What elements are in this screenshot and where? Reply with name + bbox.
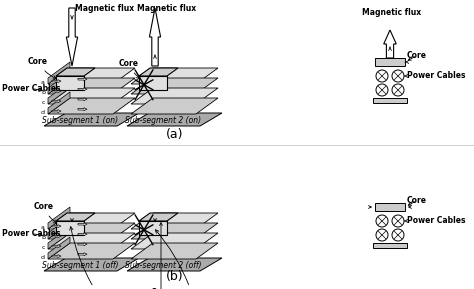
- Polygon shape: [48, 68, 135, 84]
- Polygon shape: [131, 78, 218, 94]
- Polygon shape: [131, 233, 218, 249]
- Polygon shape: [48, 233, 135, 249]
- Polygon shape: [78, 223, 87, 226]
- Polygon shape: [131, 213, 218, 229]
- Text: Magnetic flux: Magnetic flux: [75, 4, 134, 13]
- Polygon shape: [44, 113, 139, 126]
- Polygon shape: [66, 8, 78, 66]
- Polygon shape: [56, 76, 84, 90]
- Polygon shape: [48, 237, 70, 259]
- Polygon shape: [52, 235, 61, 238]
- Text: Sub-segment 1 (on): Sub-segment 1 (on): [43, 116, 118, 125]
- Polygon shape: [44, 258, 139, 271]
- Polygon shape: [48, 82, 70, 104]
- Text: c: c: [42, 100, 45, 105]
- Polygon shape: [56, 221, 84, 235]
- Text: d: d: [41, 110, 45, 115]
- Polygon shape: [48, 98, 135, 114]
- Circle shape: [392, 215, 404, 227]
- Polygon shape: [52, 90, 61, 92]
- Polygon shape: [48, 243, 135, 259]
- Text: Core: Core: [407, 51, 427, 60]
- Polygon shape: [78, 78, 87, 81]
- Polygon shape: [52, 255, 61, 257]
- Polygon shape: [52, 100, 61, 103]
- Text: Core: Core: [119, 59, 140, 78]
- Polygon shape: [131, 243, 218, 259]
- Polygon shape: [139, 213, 178, 221]
- Circle shape: [376, 215, 388, 227]
- Polygon shape: [48, 78, 135, 94]
- Polygon shape: [131, 223, 218, 239]
- Circle shape: [376, 84, 388, 96]
- Polygon shape: [52, 80, 61, 82]
- Polygon shape: [48, 62, 70, 84]
- Polygon shape: [48, 213, 135, 229]
- Bar: [375, 58, 405, 66]
- Text: b: b: [41, 235, 45, 240]
- Text: Magnetic flux: Magnetic flux: [363, 8, 421, 17]
- Text: Power Cables: Power Cables: [2, 229, 61, 238]
- Polygon shape: [383, 30, 396, 58]
- Polygon shape: [139, 76, 167, 90]
- Bar: [375, 203, 405, 211]
- Text: Core: Core: [151, 288, 171, 289]
- Text: a: a: [41, 80, 45, 85]
- Polygon shape: [48, 92, 70, 114]
- Polygon shape: [48, 217, 70, 239]
- Text: Power Cables: Power Cables: [2, 84, 61, 93]
- Polygon shape: [56, 213, 95, 221]
- Polygon shape: [48, 227, 70, 249]
- Polygon shape: [78, 98, 87, 101]
- Polygon shape: [131, 98, 218, 114]
- Polygon shape: [149, 8, 161, 66]
- Polygon shape: [78, 243, 87, 246]
- Text: Sub-segment 1 (off): Sub-segment 1 (off): [42, 261, 119, 270]
- Polygon shape: [131, 88, 218, 104]
- Polygon shape: [78, 88, 87, 90]
- Text: b: b: [41, 90, 45, 95]
- Text: (b): (b): [166, 270, 184, 283]
- Polygon shape: [52, 225, 61, 227]
- Text: c: c: [42, 245, 45, 250]
- Circle shape: [376, 70, 388, 82]
- Polygon shape: [78, 253, 87, 255]
- Polygon shape: [78, 108, 87, 111]
- Circle shape: [392, 70, 404, 82]
- Polygon shape: [78, 233, 87, 236]
- Polygon shape: [48, 207, 70, 229]
- Text: Sub-segment 2 (off): Sub-segment 2 (off): [125, 261, 202, 270]
- Bar: [373, 243, 407, 248]
- Text: Power Cables: Power Cables: [404, 216, 465, 225]
- Polygon shape: [52, 245, 61, 247]
- Circle shape: [392, 229, 404, 241]
- Polygon shape: [131, 68, 218, 84]
- Polygon shape: [139, 68, 178, 76]
- Text: d: d: [41, 255, 45, 260]
- Text: Weak lateral magnetic flux: Weak lateral magnetic flux: [134, 230, 251, 289]
- Text: Core: Core: [34, 202, 57, 223]
- Text: a: a: [41, 225, 45, 230]
- Polygon shape: [139, 221, 167, 235]
- Polygon shape: [127, 258, 222, 271]
- Bar: [373, 98, 407, 103]
- Text: Magnetic flux: Magnetic flux: [137, 4, 196, 13]
- Circle shape: [392, 84, 404, 96]
- Polygon shape: [48, 223, 135, 239]
- Text: Core: Core: [407, 196, 427, 205]
- Polygon shape: [127, 113, 222, 126]
- Polygon shape: [48, 72, 70, 94]
- Text: Power Cables: Power Cables: [404, 71, 465, 80]
- Text: (a): (a): [166, 128, 184, 141]
- Polygon shape: [56, 68, 95, 76]
- Text: No magnetic flux: No magnetic flux: [61, 227, 135, 289]
- Text: Sub-segment 2 (on): Sub-segment 2 (on): [126, 116, 201, 125]
- Circle shape: [376, 229, 388, 241]
- Polygon shape: [48, 88, 135, 104]
- Text: Core: Core: [28, 57, 56, 79]
- Polygon shape: [52, 110, 61, 112]
